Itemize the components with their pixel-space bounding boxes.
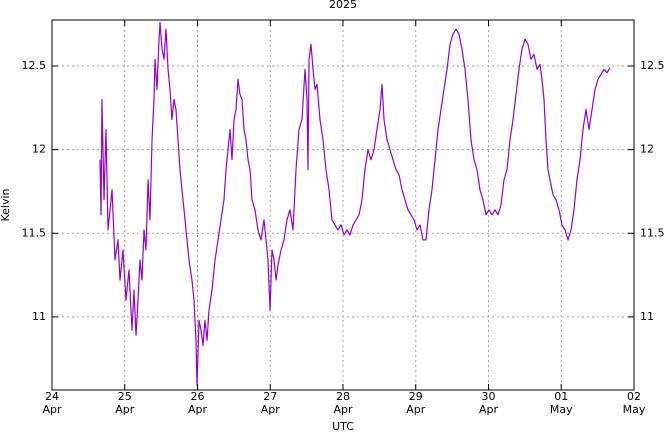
x-tick-label: 01	[554, 390, 568, 403]
y-tick-label: 11.5	[22, 226, 47, 239]
x-tick-label: 30	[482, 390, 496, 403]
y2-tick-label: 11.5	[640, 226, 664, 239]
plot-border	[51, 19, 635, 391]
x-tick-month: Apr	[188, 403, 208, 416]
x-tick-month: Apr	[333, 403, 353, 416]
y2-tick-label: 12.5	[640, 59, 664, 72]
x-tick-label: 28	[336, 390, 350, 403]
x-tick-month: May	[623, 403, 646, 416]
x-axis-label: UTC	[332, 420, 354, 432]
x-tick-label: 27	[263, 390, 277, 403]
x-tick-month: Apr	[406, 403, 426, 416]
y-axis-label: Kelvin	[0, 188, 12, 221]
y-tick-label: 11	[32, 310, 46, 323]
x-tick-month: Apr	[261, 403, 281, 416]
x-tick-month: Apr	[115, 403, 135, 416]
x-tick-label: 29	[409, 390, 423, 403]
x-tick-month: Apr	[42, 403, 62, 416]
y-tick-label: 12	[32, 143, 46, 156]
x-tick-label: 26	[191, 390, 205, 403]
x-tick-label: 25	[118, 390, 132, 403]
chart-title: 2025	[329, 0, 357, 11]
y2-tick-label: 11	[640, 310, 654, 323]
x-tick-month: May	[550, 403, 573, 416]
data-line	[99, 21, 611, 387]
y2-tick-label: 12	[640, 143, 654, 156]
x-tick-label: 02	[627, 390, 641, 403]
y-tick-label: 12.5	[22, 59, 47, 72]
x-tick-month: Apr	[479, 403, 499, 416]
x-tick-label: 24	[45, 390, 59, 403]
